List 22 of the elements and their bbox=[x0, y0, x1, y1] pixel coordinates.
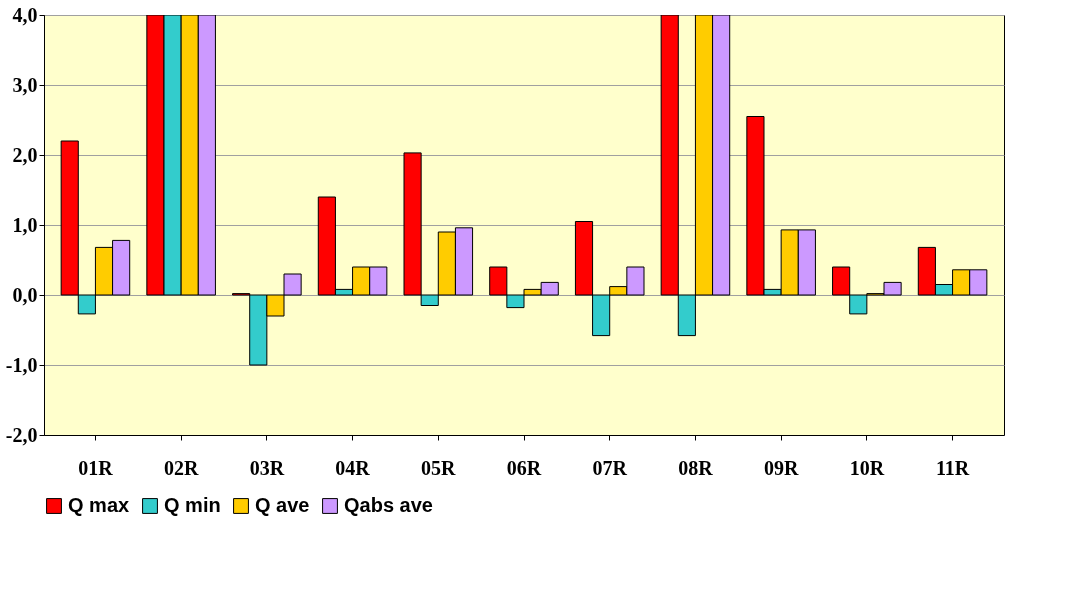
x-tick-label: 08R bbox=[678, 456, 714, 479]
x-tick-label: 11R bbox=[935, 456, 970, 479]
x-tick-label: 10R bbox=[849, 456, 885, 479]
x-tick-label: 03R bbox=[249, 456, 285, 479]
x-tick-label: 06R bbox=[506, 456, 542, 479]
legend-label: Qabs ave bbox=[344, 494, 433, 516]
x-tick-label: 07R bbox=[592, 456, 628, 479]
x-tick-label: 02R bbox=[163, 456, 199, 479]
y-tick-label: 2,0 bbox=[12, 143, 38, 166]
y-tick-label: 1,0 bbox=[12, 213, 38, 236]
x-tick-label: 01R bbox=[78, 456, 114, 479]
x-tick-label: 04R bbox=[335, 456, 371, 479]
y-tick-label: 4,0 bbox=[12, 3, 38, 26]
legend-label: Q max bbox=[68, 494, 130, 516]
y-tick-label: -2,0 bbox=[5, 423, 38, 446]
y-tick-label: -1,0 bbox=[5, 353, 38, 376]
x-tick-label: 09R bbox=[763, 456, 799, 479]
y-tick-label: 0,0 bbox=[12, 283, 38, 306]
x-tick-label: 05R bbox=[421, 456, 457, 479]
legend-label: Q ave bbox=[255, 494, 310, 516]
legend-label: Q min bbox=[164, 494, 221, 516]
y-tick-label: 3,0 bbox=[12, 73, 38, 96]
